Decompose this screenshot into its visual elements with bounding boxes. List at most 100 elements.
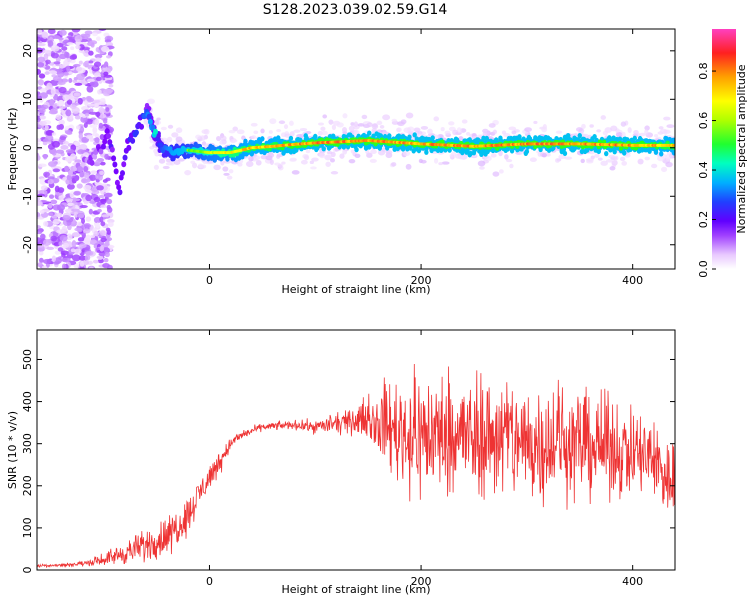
heatmap-cell — [236, 129, 245, 135]
heatmap-cell — [632, 135, 637, 141]
heatmap-cell — [661, 166, 668, 173]
snr-y-tick-label: 200 — [21, 475, 34, 496]
heatmap-cell — [147, 98, 155, 104]
heatmap-cell — [47, 161, 57, 167]
heatmap-cell — [39, 178, 47, 185]
heatmap-cell — [52, 138, 60, 143]
heatmap-cell — [105, 227, 111, 232]
heatmap-cell — [90, 170, 98, 175]
heatmap-cell — [37, 138, 42, 143]
heatmap-cell — [101, 214, 110, 218]
heatmap-cell — [585, 158, 594, 162]
heatmap-cell — [83, 165, 89, 172]
heatmap-cell — [354, 147, 359, 153]
heatmap-cell — [133, 129, 139, 136]
heatmap-cell — [66, 174, 72, 181]
heatmap-cell — [358, 143, 363, 149]
colorbar: 0.0 0.2 0.4 0.6 0.8 Normalized spectral ampl… — [697, 29, 748, 278]
heatmap-cell — [98, 195, 106, 199]
heatmap-cell — [155, 136, 160, 142]
heatmap-cell — [65, 198, 74, 202]
heatmap-cell — [385, 149, 393, 155]
heatmap-cell — [76, 73, 85, 81]
heatmap-cell — [274, 162, 281, 166]
heatmap-cell — [353, 129, 359, 136]
heatmap-cell — [44, 124, 49, 131]
heatmap-cell — [458, 136, 464, 141]
heatmap-cell — [310, 166, 317, 170]
heatmap-cell — [94, 133, 100, 139]
heatmap-cell — [94, 137, 100, 144]
heatmap-cell — [413, 127, 421, 132]
heatmap-cell — [564, 156, 573, 160]
heatmap-cell — [44, 71, 50, 75]
heatmap-cell — [130, 137, 136, 144]
heatmap-cell — [66, 99, 73, 105]
heatmap-cell — [589, 124, 594, 128]
heatmap-cell — [92, 259, 99, 264]
heatmap-cell — [614, 155, 619, 161]
heatmap-cell — [317, 122, 325, 126]
heatmap-cell — [162, 165, 170, 170]
heatmap-cell — [40, 233, 46, 240]
heatmap-cell — [492, 171, 500, 177]
heatmap-cell — [79, 171, 85, 178]
heatmap-cell — [52, 103, 58, 108]
heatmap-cell — [51, 148, 57, 156]
heatmap-cell — [250, 135, 257, 140]
heatmap-cell — [95, 111, 101, 117]
heatmap-cell — [106, 204, 111, 210]
heatmap-cell — [109, 146, 115, 153]
heatmap-cell — [228, 169, 234, 174]
heatmap-cell — [104, 251, 110, 258]
heatmap-cell — [283, 124, 289, 130]
heatmap-cell — [153, 128, 159, 135]
colorbar-tick-label: 0.4 — [697, 161, 710, 179]
heatmap-cell — [541, 126, 548, 133]
heatmap-cell — [361, 114, 368, 120]
snr-y-tick-label: 0 — [21, 567, 34, 574]
heatmap-cell — [113, 168, 119, 175]
heatmap-cell — [371, 133, 376, 139]
heatmap-cell — [57, 247, 64, 252]
heatmap-cell — [83, 184, 92, 191]
heatmap-cell — [260, 136, 265, 142]
heatmap-cell — [245, 161, 254, 167]
heatmap-cell — [74, 115, 81, 120]
heatmap-cell — [379, 124, 385, 129]
heatmap-cell — [488, 123, 496, 128]
heatmap-cell — [73, 211, 79, 218]
heatmap-cell — [42, 238, 52, 246]
heatmap-cell — [104, 192, 113, 198]
spectrogram-y-tick-label: -20 — [21, 236, 34, 254]
heatmap-cell — [117, 189, 123, 196]
heatmap-cell — [330, 151, 336, 158]
heatmap-cell — [42, 258, 52, 265]
heatmap-cell — [50, 235, 58, 242]
heatmap-cell — [78, 165, 84, 172]
colorbar-tick-label: 0.8 — [697, 62, 710, 80]
heatmap-cell — [58, 86, 67, 94]
heatmap-cell — [533, 120, 538, 125]
heatmap-cell — [524, 148, 530, 155]
heatmap-cell — [101, 64, 107, 68]
heatmap-cell — [37, 111, 40, 116]
heatmap-cell — [89, 124, 98, 128]
heatmap-cell — [61, 257, 71, 263]
heatmap-cell — [121, 161, 127, 168]
heatmap-cell — [100, 161, 106, 166]
heatmap-cell — [42, 49, 52, 54]
heatmap-cell — [37, 200, 43, 206]
heatmap-cell — [37, 29, 43, 36]
heatmap-cell — [222, 166, 229, 172]
snr-x-tick-label: 0 — [206, 575, 213, 588]
heatmap-cell — [354, 153, 361, 159]
heatmap-cell — [427, 128, 433, 135]
heatmap-cell — [330, 171, 339, 175]
heatmap-cell — [633, 130, 639, 135]
heatmap-cell — [620, 121, 627, 127]
heatmap-cell — [90, 42, 95, 48]
heatmap-cell — [289, 131, 295, 137]
